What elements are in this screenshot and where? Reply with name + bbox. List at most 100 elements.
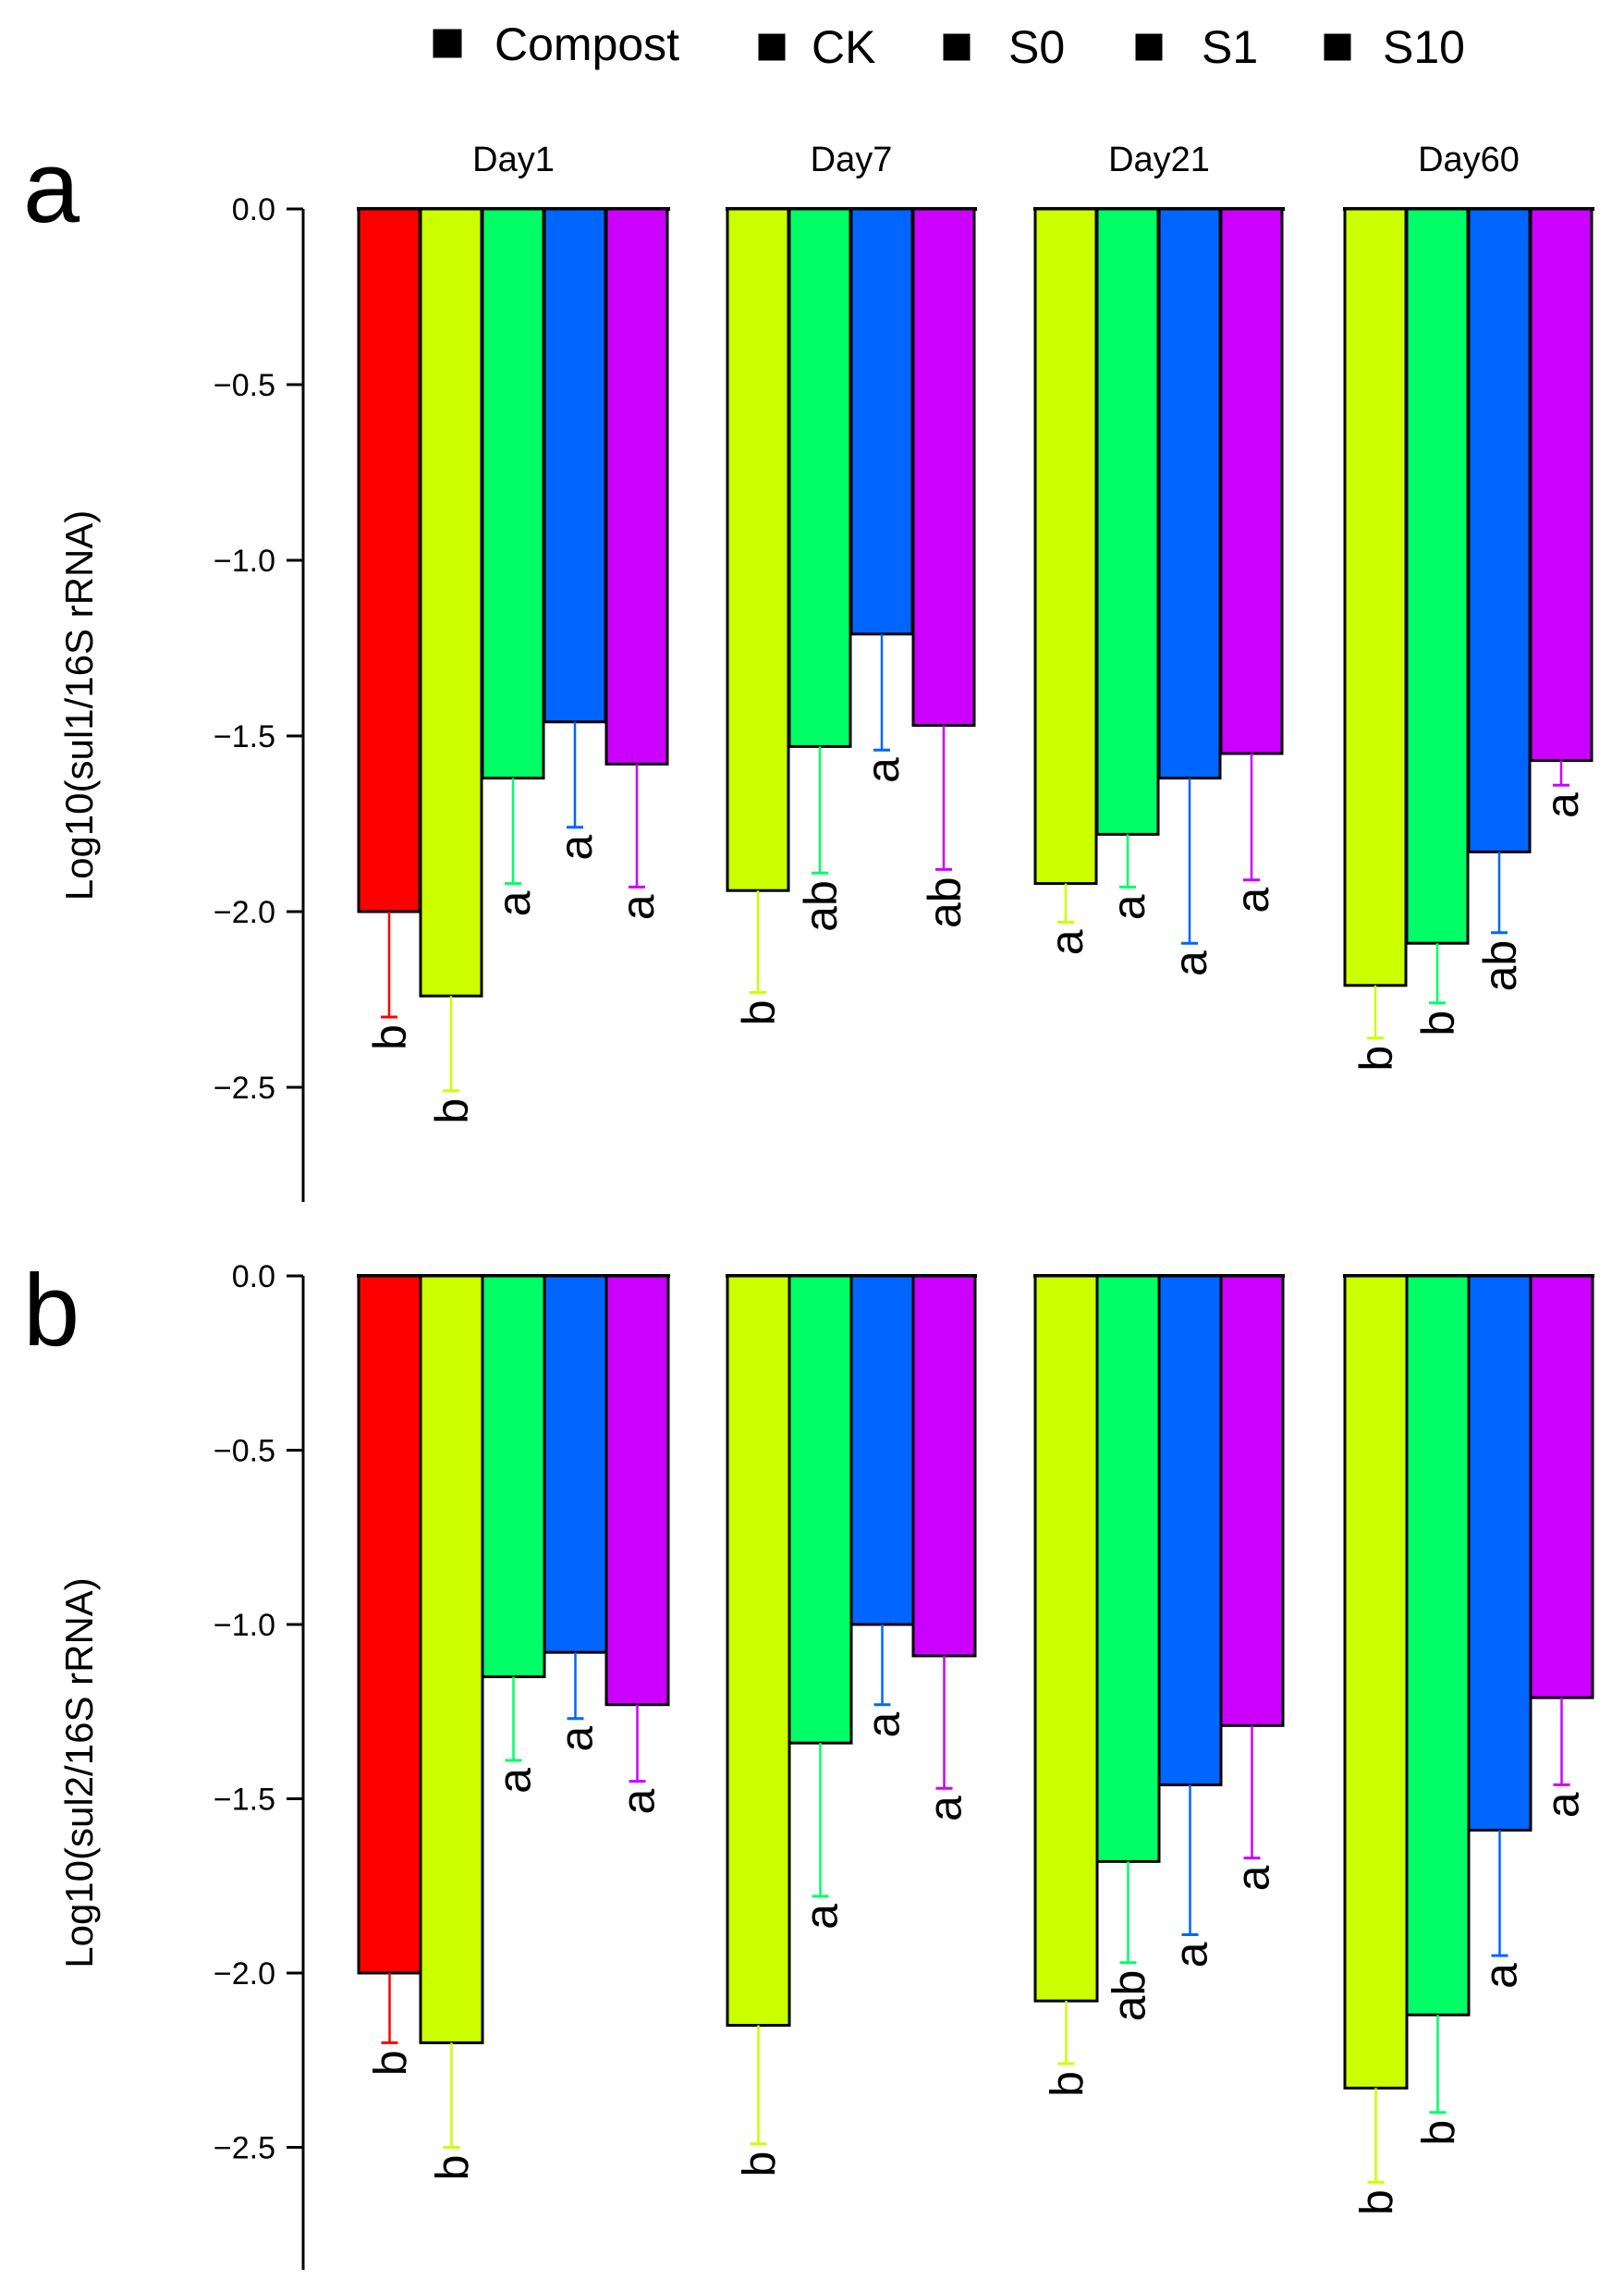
panel-a-day60-ck-sig-label: b bbox=[1350, 1046, 1402, 1072]
panel-b-group-1-s1-sig-label: a bbox=[551, 1726, 603, 1752]
panel-b-group-3-s1-sig-label: a bbox=[1166, 1942, 1217, 1967]
panel-b-group-2-s0-sig-label: a bbox=[796, 1904, 848, 1930]
panel-a-day1-s0-bar bbox=[481, 207, 545, 780]
panel-b-group-1-s10-sig-label: a bbox=[613, 1788, 665, 1814]
panel-b-group-3-s10-sig-label: a bbox=[1227, 1865, 1279, 1891]
panel-b-group-1-s0-sig-label: a bbox=[489, 1768, 541, 1794]
panel-b-y-tick-label: −0.5 bbox=[214, 1434, 275, 1469]
panel-a-day21-s1-sig-label: a bbox=[1165, 950, 1216, 976]
panel-b-group-3-ck-bar bbox=[1033, 1274, 1099, 2003]
panel-b-group-2-ck-sig-label: b bbox=[734, 2151, 786, 2177]
panel-a-day21-ck-sig-label: a bbox=[1041, 929, 1093, 955]
panel-a-group-label-day7: Day7 bbox=[811, 141, 893, 179]
panel-a-day60-s1-sig-label: ab bbox=[1474, 940, 1526, 992]
panel-b-group-1-compost-bar bbox=[357, 1274, 422, 1975]
legend-label-s10: S10 bbox=[1383, 21, 1465, 73]
panel-b-group-3-s0-bar bbox=[1095, 1274, 1161, 1863]
panel-a-day7-s1-bar bbox=[849, 207, 914, 636]
panel-a-day7-ck-bar bbox=[726, 207, 790, 892]
panel-b-group-4-s10-bar bbox=[1529, 1274, 1594, 1699]
panel-a-y-axis-label: Log10(sul1/16S rRNA) bbox=[57, 510, 101, 901]
panel-b-group-1-ck-sig-label: b bbox=[427, 2155, 479, 2181]
panel-b-group-2-ck-bar bbox=[726, 1274, 791, 2028]
panel-b-group-1-compost-sig-label: b bbox=[365, 2050, 417, 2076]
panel-a-day1-s1-sig-label: a bbox=[550, 835, 602, 861]
legend-swatch-s0 bbox=[943, 33, 971, 61]
panel-b-y-axis-label: Log10(sul2/16S rRNA) bbox=[57, 1577, 101, 1968]
panel-b-group-3-ck-sig-label: b bbox=[1042, 2071, 1093, 2097]
panel-a-y-tick-label: −1.0 bbox=[214, 544, 275, 579]
legend-swatch-s10 bbox=[1324, 33, 1351, 61]
panel-a-day1-s10-bar bbox=[604, 207, 669, 766]
panel-a-plot: 0.0 −0.5 −1.0 −1.5 −2.0 −2.5 Log10(sul1/16S rR… bbox=[57, 141, 1594, 1202]
panel-a-group-label-day1: Day1 bbox=[472, 141, 555, 179]
panel-b-group-1-ck-bar bbox=[419, 1274, 484, 2044]
panel-b-letter: b bbox=[23, 1254, 79, 1367]
panel-a-y-tick-label: −2.5 bbox=[214, 1071, 275, 1106]
legend-label-ck: CK bbox=[812, 21, 875, 73]
panel-b-group-2-s1-bar bbox=[849, 1274, 915, 1626]
panel-a-day7-s1-sig-label: a bbox=[857, 757, 909, 783]
panel-a-letter: a bbox=[23, 130, 80, 244]
panel-a-y-tick-label: −1.5 bbox=[214, 719, 275, 754]
panel-b-group-3-s10-bar bbox=[1219, 1274, 1285, 1727]
legend-label-s1: S1 bbox=[1202, 21, 1258, 73]
panel-a-day21-s1-bar bbox=[1157, 207, 1222, 780]
panel-a-day1-ck-sig-label: b bbox=[426, 1098, 478, 1124]
panel-a-day60-ck-bar bbox=[1343, 207, 1408, 987]
panel-a-day7-s10-bar bbox=[911, 207, 976, 728]
legend-swatch-s1 bbox=[1135, 33, 1163, 61]
panel-a-group-label-day60: Day60 bbox=[1418, 141, 1520, 179]
panel-b-group-4-ck-bar bbox=[1343, 1274, 1409, 2090]
panel-a-day21-s0-sig-label: a bbox=[1103, 894, 1154, 920]
panel-b-group-3-s1-bar bbox=[1157, 1274, 1223, 1786]
panel-a-day21-s10-sig-label: a bbox=[1227, 888, 1278, 913]
panel-b-y-tick-label: −1.0 bbox=[214, 1608, 275, 1643]
panel-b-group-2-s0-bar bbox=[788, 1274, 853, 1745]
panel-a-day60-s1-bar bbox=[1467, 207, 1532, 853]
panel-a-day7-s10-sig-label: ab bbox=[919, 876, 971, 928]
legend-label-s0: S0 bbox=[1008, 21, 1065, 73]
panel-b-y-tick-label: −2.5 bbox=[214, 2131, 275, 2166]
panel-a-day1-compost-bar bbox=[357, 207, 421, 913]
panel-b-group-4-s1-bar bbox=[1467, 1274, 1532, 1832]
panel-a-day7-ck-sig-label: b bbox=[733, 999, 785, 1025]
panel-b-plot: 0.0 −0.5 −1.0 −1.5 −2.0 −2.5 Log10(sul2/16S rR… bbox=[57, 1259, 1594, 2270]
legend-swatch-compost bbox=[433, 29, 462, 58]
panel-a-day21-s0-bar bbox=[1095, 207, 1160, 836]
panel-a-day21-ck-bar bbox=[1033, 207, 1098, 886]
legend-swatch-ck bbox=[758, 33, 786, 61]
panel-b-group-4-s0-sig-label: b bbox=[1413, 2120, 1465, 2146]
panel-a-group-label-day21: Day21 bbox=[1108, 141, 1210, 179]
panel-b-group-4-s0-bar bbox=[1405, 1274, 1471, 2016]
panel-a-day1-s0-sig-label: a bbox=[488, 890, 540, 916]
panel-b-group-3-s0-sig-label: ab bbox=[1104, 1970, 1155, 2022]
panel-a-day60-s0-bar bbox=[1405, 207, 1470, 945]
panel-a-day60-s10-bar bbox=[1529, 207, 1593, 763]
panel-b-group-2-s10-bar bbox=[911, 1274, 977, 1658]
panel-b-group-1-s0-bar bbox=[481, 1274, 546, 1679]
panel-a-day1-ck-bar bbox=[419, 207, 483, 998]
panel-a-y-tick-label: −0.5 bbox=[214, 368, 275, 403]
panel-b-y-tick-label: −2.0 bbox=[214, 1956, 275, 1992]
panel-b-group-1-s1-bar bbox=[543, 1274, 608, 1654]
panel-a-day21-s10-bar bbox=[1219, 207, 1284, 755]
panel-b-group-4-s10-sig-label: a bbox=[1537, 1792, 1589, 1818]
panel-b-group-4-s1-sig-label: a bbox=[1475, 1963, 1527, 1989]
panel-b-group-4-ck-sig-label: b bbox=[1351, 2189, 1403, 2215]
panel-a-y-tick-label: 0.0 bbox=[232, 192, 275, 227]
panel-b-group-2-s1-sig-label: a bbox=[858, 1712, 910, 1738]
panel-a-day7-s0-bar bbox=[788, 207, 852, 748]
panel-a-day60-s10-sig-label: a bbox=[1536, 792, 1588, 818]
legend-label-compost: Compost bbox=[495, 18, 679, 70]
panel-a-y-tick-label: −2.0 bbox=[214, 895, 275, 930]
panel-a-day1-s1-bar bbox=[543, 207, 607, 724]
panel-b-group-2-s10-sig-label: a bbox=[920, 1796, 971, 1821]
panel-a-day1-s10-sig-label: a bbox=[612, 894, 664, 920]
panel-b-group-1-s10-bar bbox=[604, 1274, 670, 1707]
panel-a-day1-compost-sig-label: b bbox=[364, 1024, 416, 1050]
panel-a-day7-s0-sig-label: ab bbox=[795, 880, 847, 932]
panel-a-day60-s0-sig-label: b bbox=[1412, 1011, 1464, 1036]
panel-b-y-tick-label: 0.0 bbox=[232, 1259, 275, 1294]
